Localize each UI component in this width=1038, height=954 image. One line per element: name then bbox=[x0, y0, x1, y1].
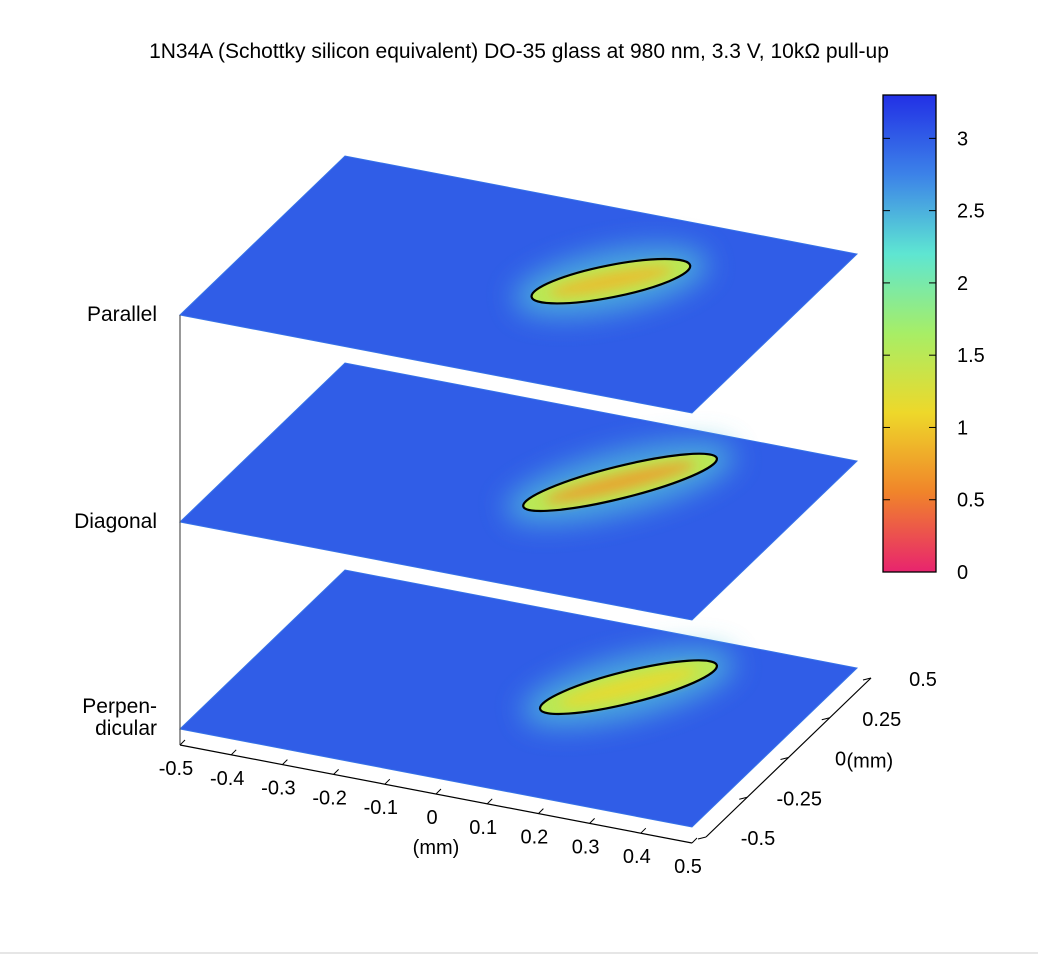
layer-surface bbox=[180, 363, 857, 620]
layer-label-line: dicular bbox=[95, 717, 157, 740]
layer-label: Diagonal bbox=[74, 510, 157, 533]
x-tick-label: 0.1 bbox=[469, 817, 497, 839]
layer-surface bbox=[180, 570, 857, 827]
x-tick-mark bbox=[333, 769, 339, 775]
y-tick-mark bbox=[697, 836, 707, 840]
spot-core bbox=[559, 668, 698, 707]
y-axis-label: (mm) bbox=[847, 751, 894, 773]
layer-parallel: Parallel bbox=[87, 155, 859, 414]
x-tick-mark bbox=[230, 749, 237, 756]
y-tick-mark bbox=[780, 757, 789, 760]
y-tick-mark bbox=[739, 796, 748, 800]
y-tick-mark bbox=[821, 717, 830, 721]
x-tick-mark bbox=[589, 818, 595, 824]
colorbar-tick-label: 2.5 bbox=[957, 201, 985, 223]
y-tick-label: -0.25 bbox=[776, 788, 822, 810]
layer-surface bbox=[180, 156, 857, 413]
spot-core bbox=[549, 266, 673, 297]
y-tick-mark bbox=[862, 677, 872, 681]
x-tick-mark bbox=[384, 778, 391, 785]
colorbar-gradient bbox=[882, 94, 937, 573]
x-tick-label: 0.2 bbox=[520, 827, 548, 849]
spot-core bbox=[544, 461, 696, 503]
layer-label-line: Diagonal bbox=[74, 510, 157, 533]
x-tick-label: -0.4 bbox=[210, 768, 244, 790]
x-axis-label: (mm) bbox=[413, 837, 460, 859]
x-tick-mark bbox=[435, 788, 442, 795]
colorbar-tick-label: 1 bbox=[957, 417, 968, 439]
x-tick-label: 0 bbox=[426, 807, 437, 829]
layer-surface-edge bbox=[178, 362, 859, 621]
y-tick-label: -0.5 bbox=[741, 828, 775, 850]
layer-label-line: Parallel bbox=[87, 303, 157, 326]
x-tick-label: 0.5 bbox=[674, 856, 702, 878]
layer-perpendicular: Perpen-dicular bbox=[82, 569, 859, 828]
colorbar: 0 0.5 1 1.5 2 2.5 3 bbox=[882, 94, 985, 584]
x-tick-label: 0.4 bbox=[623, 846, 651, 868]
layers-group: Parallel Diagonal Perpen-dicular bbox=[74, 155, 859, 828]
layer-label: Parallel bbox=[87, 303, 157, 326]
colorbar-tick-label: 0 bbox=[957, 562, 968, 584]
layer-diagonal: Diagonal bbox=[74, 362, 859, 621]
x-tick-label: -0.3 bbox=[261, 778, 295, 800]
x-tick-mark bbox=[486, 798, 493, 805]
layer-label-line: Perpen- bbox=[82, 695, 157, 718]
y-tick-label: 0 bbox=[835, 749, 846, 771]
spot-contour bbox=[530, 257, 692, 305]
colorbar-tick-label: 3 bbox=[957, 128, 968, 150]
x-tick-mark bbox=[282, 759, 288, 765]
layer-surface-edge bbox=[178, 569, 859, 828]
x-tick-label: -0.2 bbox=[312, 787, 346, 809]
layer-surface-edge bbox=[178, 155, 859, 414]
spot-contour bbox=[538, 659, 719, 716]
y-tick-label: 0.5 bbox=[909, 669, 937, 691]
layer-label: Perpen-dicular bbox=[82, 695, 157, 740]
axes-group: -0.5 -0.4 -0.3 -0.2 -0.1 0 0.1 0.2 0.3 0.4 0.5 (mm)… bbox=[159, 315, 937, 878]
colorbar-tick-label: 1.5 bbox=[957, 345, 985, 367]
x-tick-mark bbox=[691, 837, 698, 844]
x-tick-mark bbox=[640, 827, 647, 834]
y-tick-label: 0.25 bbox=[862, 709, 901, 731]
colorbar-tick-label: 2 bbox=[957, 273, 968, 295]
x-tick-label: -0.5 bbox=[159, 758, 193, 780]
x-tick-label: 0.3 bbox=[572, 836, 600, 858]
x-tick-label: -0.1 bbox=[364, 797, 398, 819]
x-tick-mark bbox=[179, 739, 186, 746]
x-tick-mark bbox=[538, 808, 544, 814]
colorbar-tick-label: 0.5 bbox=[957, 490, 985, 512]
chart-title: 1N34A (Schottky silicon equivalent) DO-3… bbox=[149, 40, 889, 63]
bottom-divider bbox=[0, 952, 1038, 954]
spot-contour bbox=[522, 452, 719, 513]
